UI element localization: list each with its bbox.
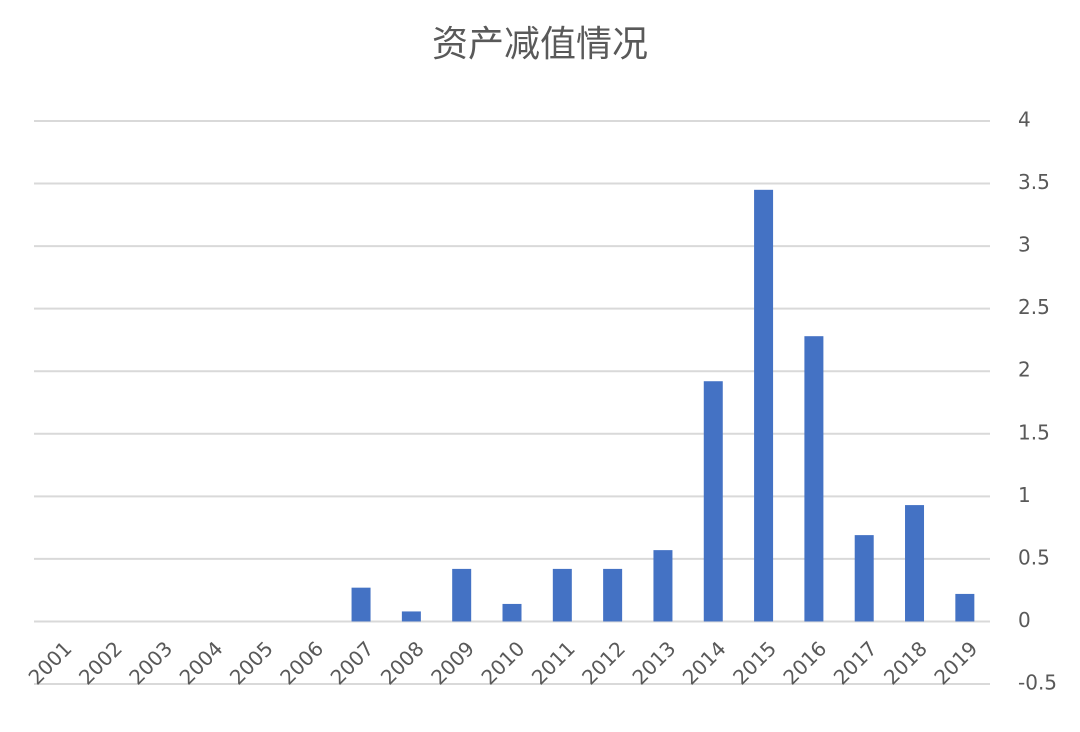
x-tick-label: 2003	[124, 636, 177, 689]
x-tick-label: 2017	[829, 636, 882, 689]
y-tick-label: 0	[1018, 608, 1031, 632]
bar	[905, 505, 925, 622]
bar	[452, 568, 472, 622]
chart-title: 资产减值情况	[432, 24, 648, 65]
x-tick-label: 2007	[326, 636, 379, 689]
y-tick-label: 1.5	[1018, 420, 1050, 444]
bar	[552, 568, 572, 622]
x-tick-label: 2006	[275, 636, 328, 689]
bar	[703, 381, 723, 622]
y-tick-label: 0.5	[1018, 545, 1050, 569]
x-tick-label: 2018	[879, 636, 932, 689]
bar	[754, 189, 774, 622]
x-tick-label: 2019	[929, 636, 982, 689]
x-tick-label: 2014	[678, 636, 731, 689]
y-tick-label: 1	[1018, 483, 1031, 507]
y-tick-label: 2	[1018, 358, 1031, 382]
x-tick-label: 2016	[778, 636, 831, 689]
x-tick-label: 2004	[175, 636, 228, 689]
y-tick-label: 3	[1018, 233, 1031, 257]
bar	[603, 568, 623, 622]
bar	[804, 336, 824, 622]
x-tick-label: 2009	[426, 636, 479, 689]
x-tick-label: 2012	[577, 636, 630, 689]
x-tick-label: 2015	[728, 636, 781, 689]
bar	[502, 603, 522, 622]
bar	[955, 593, 975, 622]
x-tick-label: 2001	[24, 636, 77, 689]
x-tick-label: 2010	[476, 636, 529, 689]
y-tick-label: -0.5	[1018, 671, 1057, 695]
y-tick-label: 3.5	[1018, 170, 1050, 194]
y-tick-label: 2.5	[1018, 295, 1050, 319]
x-tick-label: 2005	[225, 636, 278, 689]
bar	[401, 611, 421, 622]
bar	[854, 535, 874, 622]
bar	[653, 550, 673, 622]
x-tick-label: 2002	[74, 636, 127, 689]
bar	[351, 587, 371, 622]
x-tick-label: 2011	[527, 636, 580, 689]
x-tick-label: 2013	[627, 636, 680, 689]
x-tick-label: 2008	[376, 636, 429, 689]
y-tick-label: 4	[1018, 108, 1031, 132]
